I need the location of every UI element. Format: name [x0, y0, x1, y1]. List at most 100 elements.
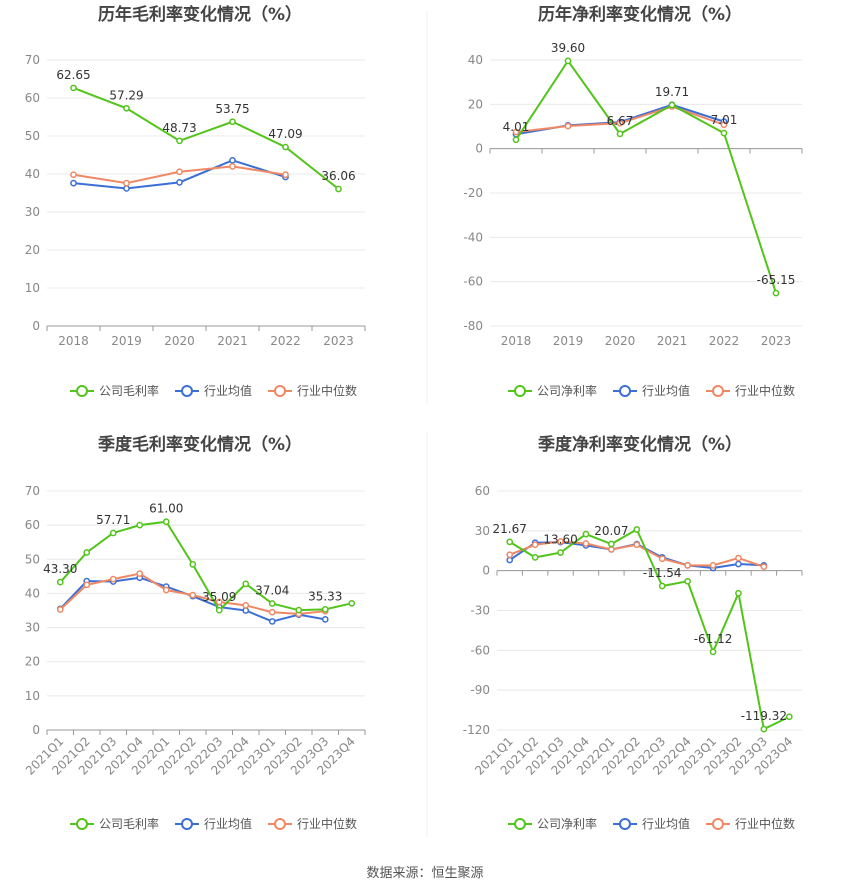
data-point	[136, 570, 144, 577]
data-point	[176, 179, 183, 186]
chart-title: 季度净利率变化情况（%）	[538, 434, 742, 455]
chart-title: 季度毛利率变化情况（%）	[98, 434, 302, 455]
data-label: 35.33	[308, 589, 342, 603]
data-point	[709, 562, 717, 569]
quarterly-gross-margin-chart: 季度毛利率变化情况（%）0102030405060702021Q12021Q22…	[23, 434, 366, 831]
data-point	[321, 616, 329, 623]
data-label: 19.71	[655, 85, 689, 99]
data-point	[735, 554, 742, 562]
data-point	[229, 163, 236, 170]
legend-item-company[interactable]: 公司毛利率	[70, 383, 159, 398]
x-tick-label: 2021	[657, 334, 688, 348]
y-tick-label: 60	[25, 518, 40, 532]
data-label: 6.67	[607, 114, 634, 128]
y-tick-label: 0	[482, 564, 490, 578]
data-point	[720, 129, 728, 137]
data-label: 57.71	[96, 513, 130, 527]
y-tick-label: -60	[463, 275, 483, 289]
data-point	[268, 618, 276, 625]
x-tick-label: 2023	[323, 334, 354, 348]
y-tick-label: -90	[470, 683, 490, 697]
data-point	[321, 606, 329, 613]
legend-label: 公司净利率	[537, 383, 597, 398]
x-tick-label: 2022	[270, 334, 301, 348]
data-point	[348, 599, 356, 607]
y-tick-label: 60	[25, 91, 40, 105]
data-point	[242, 602, 250, 609]
data-point	[70, 171, 77, 179]
legend-item-company[interactable]: 公司净利率	[508, 383, 597, 398]
legend-item-industry-median[interactable]: 行业中位数	[706, 383, 795, 398]
legend-label: 行业中位数	[735, 816, 795, 831]
data-point	[684, 577, 691, 585]
data-point	[512, 128, 520, 136]
legend-item-industry-median[interactable]: 行业中位数	[268, 383, 357, 398]
legend-label: 行业中位数	[297, 816, 357, 831]
y-tick-label: -60	[470, 643, 490, 657]
legend-item-industry-avg[interactable]: 行业均值	[175, 816, 252, 831]
y-tick-label: 40	[468, 53, 483, 67]
legend-item-industry-avg[interactable]: 行业均值	[175, 383, 252, 398]
data-point	[785, 713, 793, 721]
x-tick-label: 2019	[553, 334, 584, 348]
data-point	[215, 598, 223, 606]
data-point	[531, 554, 539, 561]
legend-item-industry-avg[interactable]: 行业均值	[613, 383, 690, 398]
data-point	[162, 586, 170, 594]
legend-item-industry-median[interactable]: 行业中位数	[268, 816, 357, 831]
data-point	[633, 541, 641, 549]
data-point	[506, 551, 514, 559]
y-tick-label: 30	[475, 524, 490, 538]
data-point	[735, 560, 742, 568]
y-tick-label: -80	[463, 319, 483, 333]
y-tick-label: -120	[463, 723, 490, 737]
data-point	[83, 549, 91, 556]
y-tick-label: 30	[25, 205, 40, 219]
legend-item-industry-median[interactable]: 行业中位数	[706, 816, 795, 831]
data-point	[608, 540, 615, 548]
y-tick-label: 40	[25, 586, 40, 600]
legend-swatch-marker	[619, 818, 631, 830]
data-point	[564, 122, 572, 130]
data-point	[176, 168, 183, 176]
data-point	[658, 582, 666, 590]
quarterly-net-margin-chart: 季度净利率变化情况（%）-120-90-60-30030602021Q12021…	[463, 434, 803, 831]
legend[interactable]: 公司毛利率 行业均值 行业中位数	[70, 816, 357, 831]
legend-swatch-marker	[514, 385, 526, 397]
legend-swatch-marker	[274, 385, 286, 397]
legend[interactable]: 公司净利率 行业均值 行业中位数	[508, 816, 795, 831]
legend-swatch-marker	[514, 818, 526, 830]
series-company	[56, 518, 356, 614]
y-tick-label: 0	[32, 723, 40, 737]
data-point	[668, 101, 676, 109]
legend-swatch-marker	[712, 818, 724, 830]
data-point	[123, 104, 130, 112]
y-tick-label: 20	[25, 655, 40, 669]
data-label: 4.01	[503, 120, 530, 134]
legend-item-company[interactable]: 公司净利率	[508, 816, 597, 831]
data-point	[109, 529, 117, 537]
data-point	[229, 118, 236, 126]
data-point	[616, 119, 624, 127]
data-label: -119.32	[741, 709, 787, 723]
data-point	[720, 121, 728, 129]
series-company	[70, 84, 342, 193]
y-tick-label: 70	[25, 484, 40, 498]
series-line	[59, 520, 352, 612]
legend-label: 公司毛利率	[99, 816, 159, 831]
data-point	[70, 179, 77, 187]
legend-label: 行业均值	[204, 383, 252, 398]
legend-item-company[interactable]: 公司毛利率	[70, 816, 159, 831]
legend-item-industry-avg[interactable]: 行业均值	[613, 816, 690, 831]
data-point	[506, 556, 514, 564]
legend[interactable]: 公司毛利率 行业均值 行业中位数	[70, 383, 357, 398]
y-tick-label: 50	[25, 129, 40, 143]
series-line	[515, 59, 777, 294]
chart-title: 历年毛利率变化情况（%）	[98, 4, 302, 25]
data-label: 43.30	[43, 562, 77, 576]
y-tick-label: 70	[25, 53, 40, 67]
data-label: 48.73	[162, 121, 196, 135]
data-label: -65.15	[757, 273, 796, 287]
legend[interactable]: 公司净利率 行业均值 行业中位数	[508, 383, 795, 398]
y-tick-label: 40	[25, 167, 40, 181]
